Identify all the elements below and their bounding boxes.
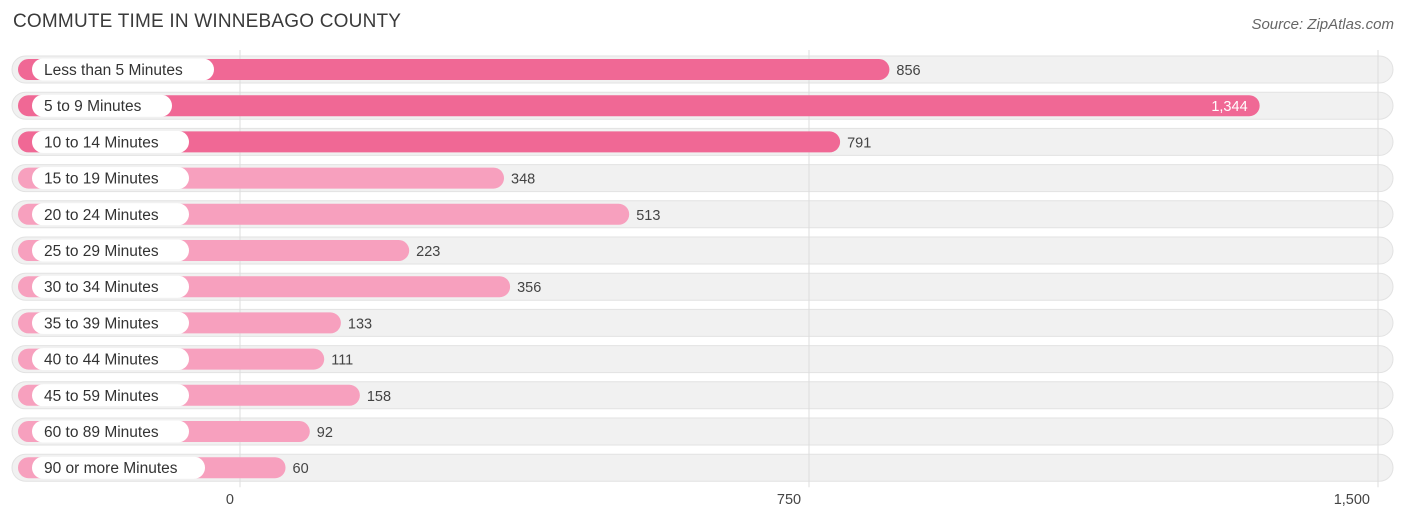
grid-lines [239, 50, 1379, 488]
category-label: 5 to 9 Minutes [44, 98, 142, 115]
category-label: 35 to 39 Minutes [44, 315, 159, 332]
row-background [11, 453, 1394, 482]
value-label: 1,344 [1211, 99, 1247, 115]
chart-rows [11, 55, 1394, 482]
category-label-pill [32, 348, 189, 371]
category-label: 15 to 19 Minutes [44, 171, 159, 188]
category-label: 45 to 59 Minutes [44, 388, 159, 405]
row-background [11, 345, 1394, 374]
chart-title: COMMUTE TIME IN WINNEBAGO COUNTY [13, 11, 402, 32]
value-label: 791 [847, 135, 871, 151]
category-label-pill [32, 420, 189, 443]
category-label: 40 to 44 Minutes [44, 352, 159, 369]
category-label: 20 to 24 Minutes [44, 207, 159, 224]
bar [18, 131, 841, 153]
category-label-pill [32, 167, 189, 190]
bar [18, 59, 890, 80]
value-label: 223 [416, 244, 440, 260]
category-label-pill [32, 94, 172, 117]
value-label: 133 [348, 316, 372, 332]
chart-source: Source: ZipAtlas.com [1251, 16, 1394, 33]
category-label: 10 to 14 Minutes [44, 134, 159, 151]
category-label-pill [32, 239, 189, 262]
value-label: 158 [367, 389, 391, 405]
category-label-pill [32, 456, 205, 479]
category-label-pill [32, 130, 189, 153]
value-label: 60 [293, 461, 309, 477]
category-label-pill [32, 311, 189, 334]
bar [18, 95, 1260, 117]
value-label: 348 [511, 172, 535, 188]
category-label: 90 or more Minutes [44, 460, 178, 477]
category-label: 30 to 34 Minutes [44, 279, 159, 296]
row-background [11, 417, 1394, 446]
category-label-pill [32, 384, 189, 407]
category-label-pill [32, 58, 214, 81]
bars: Less than 5 Minutes 856 5 to 9 Minutes 1,34… [18, 58, 1260, 479]
x-axis: 0 750 1,500 [226, 492, 1370, 508]
category-label: 60 to 89 Minutes [44, 424, 159, 441]
category-label-pill [32, 203, 189, 226]
value-label: 111 [331, 353, 353, 369]
x-tick-label: 0 [226, 492, 234, 508]
category-label: 25 to 29 Minutes [44, 243, 159, 260]
category-label-pill [32, 275, 189, 298]
x-tick-label: 750 [777, 492, 801, 508]
category-label: Less than 5 Minutes [44, 62, 183, 79]
value-label: 356 [517, 280, 541, 296]
row-background [11, 308, 1394, 337]
value-label: 513 [636, 208, 660, 224]
value-label: 856 [896, 63, 920, 79]
x-tick-label: 1,500 [1334, 492, 1370, 508]
value-label: 92 [317, 425, 333, 441]
